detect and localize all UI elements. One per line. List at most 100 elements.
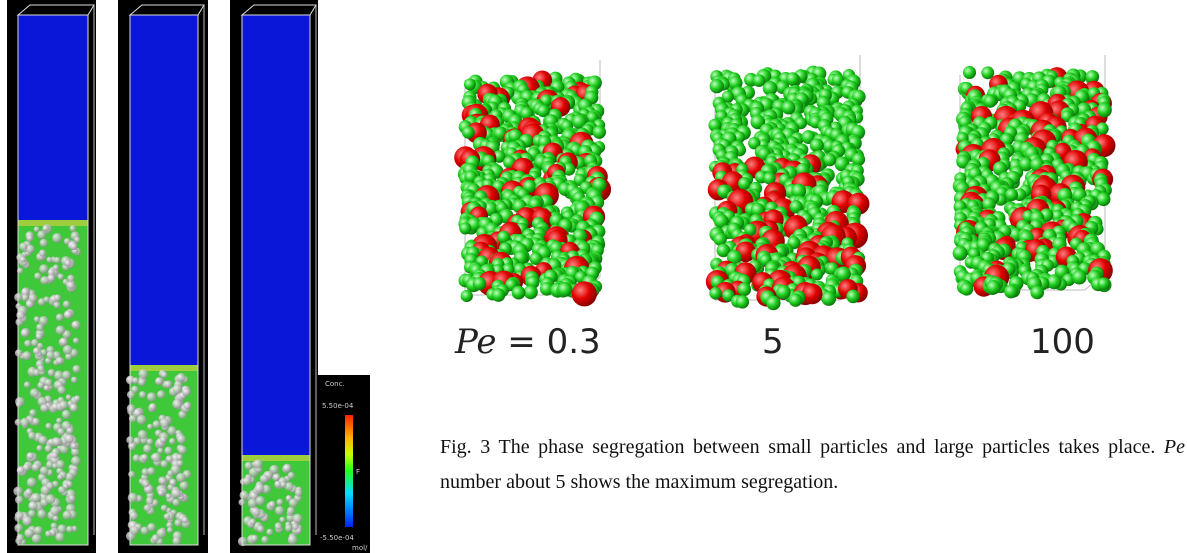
particle xyxy=(28,431,36,440)
small-particle xyxy=(1097,102,1112,118)
particle xyxy=(257,525,265,533)
small-particle xyxy=(846,289,860,304)
particle xyxy=(15,401,22,408)
particle xyxy=(17,466,25,474)
particle xyxy=(133,437,142,446)
particle xyxy=(71,447,80,457)
particle xyxy=(172,384,183,394)
particle xyxy=(156,390,166,399)
particle xyxy=(70,376,78,384)
particle xyxy=(43,296,50,303)
particle xyxy=(168,437,176,445)
particle xyxy=(52,264,60,271)
particle xyxy=(26,452,34,460)
particle xyxy=(57,273,65,280)
particle xyxy=(172,498,181,507)
particle xyxy=(69,225,77,232)
particle xyxy=(282,463,292,473)
particle xyxy=(52,515,59,522)
particle xyxy=(67,281,76,290)
particle xyxy=(176,472,186,483)
small-particle xyxy=(737,282,752,297)
particle xyxy=(65,472,74,482)
small-particle xyxy=(716,243,731,258)
particle xyxy=(69,403,79,413)
small-particle xyxy=(960,282,974,296)
particle xyxy=(244,461,253,470)
particle xyxy=(53,370,64,381)
particle xyxy=(287,471,295,479)
colorbar-max: 5.50e-04 xyxy=(322,402,354,410)
particle xyxy=(274,522,283,530)
particle xyxy=(72,364,81,374)
particle xyxy=(36,445,43,452)
particle xyxy=(20,328,30,338)
interface xyxy=(242,455,310,461)
particle xyxy=(247,498,258,509)
particle xyxy=(138,378,146,387)
particle xyxy=(174,519,182,527)
small-particle xyxy=(713,213,729,229)
small-particle xyxy=(821,291,837,306)
particle xyxy=(132,377,140,384)
particle xyxy=(287,506,295,515)
particle xyxy=(164,446,173,455)
particle xyxy=(39,466,49,476)
fluid-blue xyxy=(18,15,88,220)
particle xyxy=(145,496,154,505)
particle xyxy=(259,474,269,484)
small-particle xyxy=(735,295,750,309)
particle xyxy=(63,310,73,320)
particle xyxy=(137,429,148,440)
caption: Fig. 3 The phase segregation between sma… xyxy=(440,430,1185,500)
particle xyxy=(55,356,64,365)
particle xyxy=(57,474,64,481)
particle xyxy=(28,294,38,303)
colorbar xyxy=(345,415,353,527)
particle xyxy=(136,414,147,425)
particle xyxy=(29,409,37,417)
particle xyxy=(138,368,149,379)
particle xyxy=(170,464,181,475)
particle xyxy=(146,392,157,402)
particle xyxy=(22,351,32,361)
particle xyxy=(44,444,53,453)
caption-text: number about 5 shows the maximum segrega… xyxy=(440,471,839,493)
small-particle xyxy=(763,172,776,185)
small-particle xyxy=(1085,70,1100,84)
particle xyxy=(151,534,160,542)
particle xyxy=(261,535,269,544)
small-particle xyxy=(497,230,511,244)
particle xyxy=(20,417,30,427)
particle xyxy=(127,492,138,503)
particle xyxy=(56,459,65,469)
small-particle xyxy=(536,104,550,118)
particle xyxy=(45,422,52,430)
particle xyxy=(44,378,53,387)
particle xyxy=(62,330,72,339)
small-particle xyxy=(708,118,722,132)
particle xyxy=(37,509,47,519)
particle xyxy=(35,333,43,340)
particle xyxy=(14,511,24,520)
particle xyxy=(73,236,81,243)
particle xyxy=(52,232,62,243)
particle xyxy=(147,467,156,476)
particle xyxy=(128,470,136,478)
particle xyxy=(268,500,276,508)
particle xyxy=(33,316,41,323)
particle xyxy=(54,294,62,302)
particle xyxy=(132,454,141,463)
particle xyxy=(19,242,28,251)
particle xyxy=(31,533,42,544)
particle xyxy=(26,477,37,488)
small-particle xyxy=(460,289,473,303)
particle xyxy=(171,488,181,499)
small-particle xyxy=(962,65,977,80)
particle xyxy=(51,452,59,459)
particle xyxy=(161,371,168,379)
particle xyxy=(47,268,55,277)
small-particle xyxy=(1018,157,1033,172)
particle xyxy=(61,409,71,419)
